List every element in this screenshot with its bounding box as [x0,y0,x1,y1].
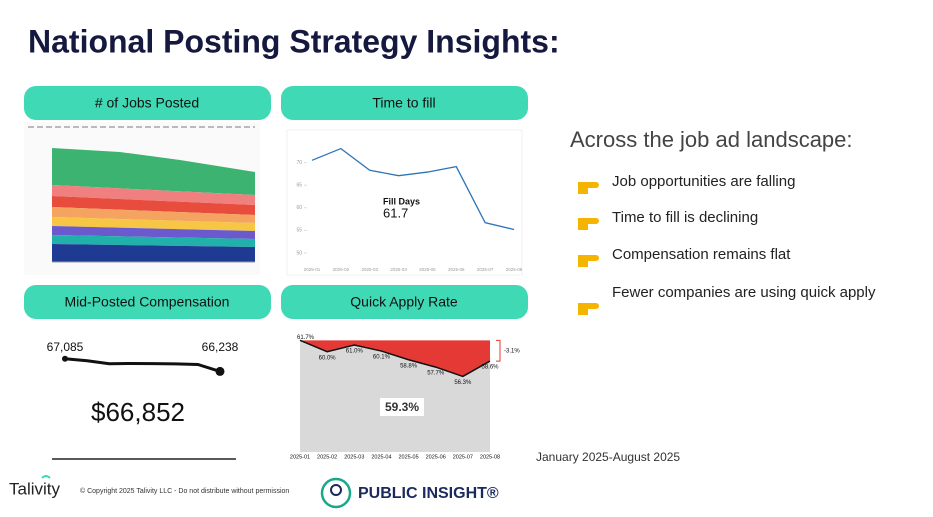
x-tick-label: 2025-04 [371,454,391,460]
panel-title: Time to fill [372,95,435,111]
thumb-band [52,244,255,262]
y-tick-label: 50 [296,250,302,256]
pointing-hand [578,218,599,230]
value-label: 60.0% [319,355,337,361]
x-tick-label: 2025-07 [477,267,494,272]
panel-pill [24,285,271,319]
partner-logo: PUBLIC INSIGHT® [358,485,499,502]
insight-bullet: Compensation remains flat [612,246,791,263]
thumb-band [52,235,255,247]
value-label: 61.0% [346,349,364,355]
panel-pill [281,86,528,120]
panel-pill [281,285,528,319]
value-label: 60.1% [373,355,391,361]
change-bracket [496,339,501,362]
thumb-band [52,217,255,231]
brand-mark [41,475,51,479]
big-number: $66,852 [91,397,185,427]
annotation-label: Fill Days [383,196,420,206]
insight-bullet: Time to fill is declining [612,209,758,226]
partner-icon [320,477,352,509]
annotation-value: 61.7 [383,205,408,220]
x-tick-label: 2025-08 [480,454,500,460]
thumb-band [52,148,255,195]
value-label: 67,085 [47,340,84,354]
area-series [300,340,490,452]
partner-icon [330,484,342,496]
y-tick-label: 60 [296,205,302,211]
x-tick-label: 2025-01 [304,267,321,272]
insights-heading: Across the job ad landscape: [570,127,853,152]
x-tick-label: 2025-05 [398,454,418,460]
slide-title: National Posting Strategy Insights: [28,23,560,59]
x-tick-label: 2025-01 [290,454,310,460]
line-series [311,147,515,231]
x-tick-label: 2025-04 [390,267,407,272]
end-point [215,366,225,376]
panel-title: Mid-Posted Compensation [65,294,230,310]
annotation: 59.3% [385,400,419,414]
panel-title: Quick Apply Rate [350,294,458,310]
pointing-hand [578,255,599,267]
y-tick-label: 70 [296,160,302,166]
value-label: 61.7% [297,335,315,341]
charts: 50 55 60 65 70 2025-01 2025-02 2025-03 2025-04 20… [47,147,523,460]
x-tick-label: 2025-03 [344,454,364,460]
x-tick-label: 2025-06 [426,454,446,460]
insight-bullet: Job opportunities are falling [612,173,795,190]
thumb-band [52,185,255,205]
insight-bullet: Fewer companies are using quick apply [612,284,876,301]
pointing-hand [578,182,599,194]
pointing-hand [578,303,599,315]
insights-list: Job opportunities are falling Time to fil… [578,173,876,315]
x-tick-label: 2025-05 [419,267,436,272]
thumb-band [52,207,255,223]
thumb-band [52,226,255,239]
value-label: 57.7% [427,371,445,377]
x-tick-label: 2025-02 [333,267,350,272]
panel-headers: # of Jobs Posted Time to fill Mid-Posted… [24,86,528,319]
y-tick-label: 55 [296,228,302,234]
panel-pill [24,86,271,120]
value-label: 66,238 [202,340,239,354]
x-tick-label: 2025-08 [506,267,523,272]
x-tick-label: 2025-02 [317,454,337,460]
y-tick-label: 65 [296,183,302,189]
brand-logo: Talivity [9,479,61,498]
thumb-band [52,196,255,215]
copyright: © Copyright 2025 Talivity LLC - Do not d… [80,487,289,495]
end-point [62,355,68,362]
line-series [299,339,491,378]
comp-frame [52,327,236,460]
date-range: January 2025-August 2025 [536,450,680,464]
annotation-box [380,398,424,416]
value-label: 58.6% [481,365,499,371]
jobs-posted-thumbnail [24,122,260,275]
x-tick-label: 2025-06 [448,267,465,272]
value-label: 56.3% [454,380,472,386]
x-tick-label: 2025-03 [361,267,378,272]
change-label: -3.1% [504,348,520,354]
line-series [64,357,221,373]
panel-title: # of Jobs Posted [95,95,199,111]
value-label: 58.8% [400,363,418,369]
x-tick-label: 2025-07 [453,454,473,460]
drop-area [300,340,490,377]
